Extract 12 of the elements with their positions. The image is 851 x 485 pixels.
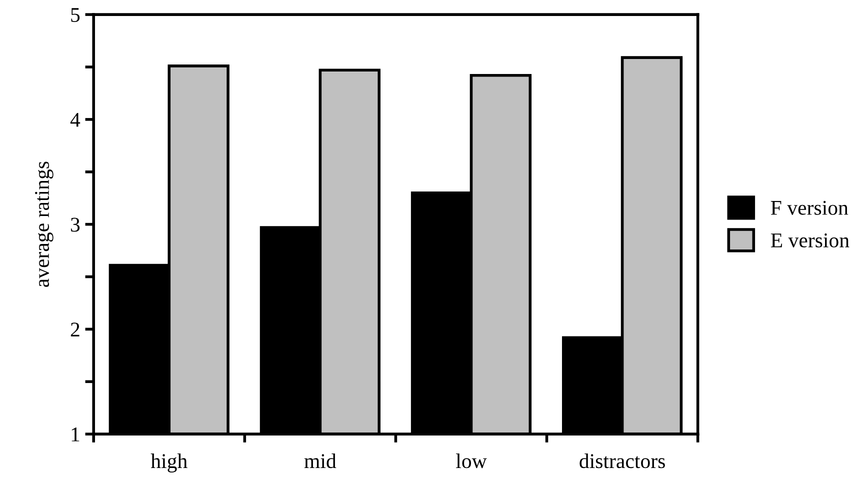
x-tick-label: mid [304, 454, 336, 468]
y-axis-title: average ratings [35, 162, 54, 287]
y-tick-label: 3 [70, 218, 80, 232]
y-tick-label: 2 [70, 322, 80, 336]
y-tick-label: 5 [71, 8, 80, 22]
legend-label: F version [770, 200, 848, 215]
x-tick-label: low [456, 454, 487, 468]
x-tick-label: high [150, 454, 188, 472]
y-tick-label: 1 [72, 428, 80, 442]
x-tick-label: distractors [580, 454, 665, 468]
legend-label: E version [770, 233, 850, 248]
y-tick-label: 4 [70, 112, 80, 127]
